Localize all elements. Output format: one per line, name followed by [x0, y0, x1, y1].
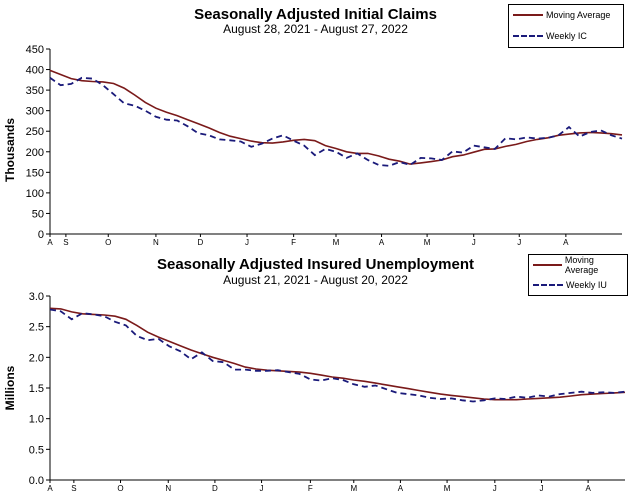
y-tick-label: 100	[26, 188, 44, 200]
legend-swatch-moving-average	[533, 264, 562, 266]
y-tick-label: 50	[32, 208, 44, 220]
x-tick-label: M	[333, 238, 340, 247]
x-tick-label: A	[47, 238, 53, 247]
legend-swatch-moving-average	[513, 14, 543, 16]
x-tick-label: J	[245, 238, 249, 247]
x-tick-label: J	[472, 238, 476, 247]
x-tick-label: J	[539, 484, 543, 493]
x-tick-label: N	[153, 238, 159, 247]
legend-label: Moving Average	[564, 255, 599, 275]
x-tick-label: S	[63, 238, 68, 247]
x-tick-label: M	[444, 484, 451, 493]
chart-plot: 0.0 0.5 1.0 1.5 2.0 2.5 3.0 A S O N D J F M A M J J A Millio…	[3, 291, 626, 493]
series-line-moving-average	[49, 69, 623, 165]
x-tick-label: J	[493, 484, 497, 493]
legend-item: Moving Average	[513, 9, 610, 21]
x-tick-label: A	[563, 238, 569, 247]
y-tick-label: 300	[26, 106, 44, 118]
chart-title: Seasonally Adjusted Insured Unemployment	[156, 256, 474, 273]
x-tick-label: S	[71, 484, 76, 493]
x-tick-label: D	[198, 238, 204, 247]
x-tick-label: N	[165, 484, 171, 493]
y-tick-label: 250	[26, 126, 44, 138]
x-tick-label: M	[350, 484, 357, 493]
y-tick-label: 0	[38, 229, 44, 241]
x-tick-label: A	[379, 238, 385, 247]
x-tick-label: A	[398, 484, 404, 493]
y-axis-label: Thousands	[3, 118, 17, 182]
chart-plot: 0 50 100 150 200 250 300 350 400 450 A S O N D J F M A M J J A…	[3, 44, 623, 247]
x-tick-label: J	[260, 484, 264, 493]
initial-claims-chart: Seasonally Adjusted Initial Claims Augus…	[3, 4, 624, 247]
chart-legend: Moving Average Weekly IC	[508, 4, 624, 48]
x-tick-label: A	[585, 484, 591, 493]
y-axis-label: Millions	[3, 365, 17, 410]
y-tick-label: 2.5	[29, 322, 44, 334]
x-tick-label: A	[47, 484, 53, 493]
insured-unemployment-chart: Seasonally Adjusted Insured Unemployment…	[0, 252, 631, 503]
y-tick-label: 0.0	[29, 475, 44, 487]
series-line-weekly-iu	[49, 308, 626, 403]
x-tick-label: M	[424, 238, 431, 247]
legend-item: Weekly IU	[533, 279, 607, 291]
chart-legend: Moving Average Weekly IU	[528, 254, 628, 296]
y-tick-label: 400	[26, 65, 44, 77]
legend-label: Weekly IU	[566, 280, 607, 290]
legend-item: Weekly IC	[513, 30, 587, 42]
x-tick-label: O	[105, 238, 111, 247]
x-tick-label: O	[117, 484, 123, 493]
x-tick-label: F	[308, 484, 313, 493]
y-tick-label: 350	[26, 85, 44, 97]
chart-subtitle: August 21, 2021 - August 20, 2022	[223, 273, 408, 287]
y-tick-label: 150	[26, 167, 44, 179]
x-tick-label: J	[517, 238, 521, 247]
legend-swatch-weekly	[533, 284, 563, 286]
y-tick-label: 200	[26, 147, 44, 159]
legend-swatch-weekly	[513, 35, 543, 37]
x-tick-label: D	[212, 484, 218, 493]
chart-title: Seasonally Adjusted Initial Claims	[194, 6, 437, 23]
y-tick-label: 1.5	[29, 383, 44, 395]
legend-item: Moving Average	[533, 255, 627, 275]
x-tick-label: F	[291, 238, 296, 247]
y-tick-label: 1.0	[29, 414, 44, 426]
y-tick-label: 3.0	[29, 291, 44, 303]
chart-subtitle: August 28, 2021 - August 27, 2022	[223, 22, 408, 36]
y-tick-label: 2.0	[29, 352, 44, 364]
y-tick-label: 450	[26, 44, 44, 56]
series-line-weekly-ic	[49, 76, 623, 167]
series-line-moving-average	[49, 307, 626, 401]
legend-label: Weekly IC	[546, 31, 587, 41]
y-tick-label: 0.5	[29, 444, 44, 456]
legend-label: Moving Average	[546, 10, 611, 20]
